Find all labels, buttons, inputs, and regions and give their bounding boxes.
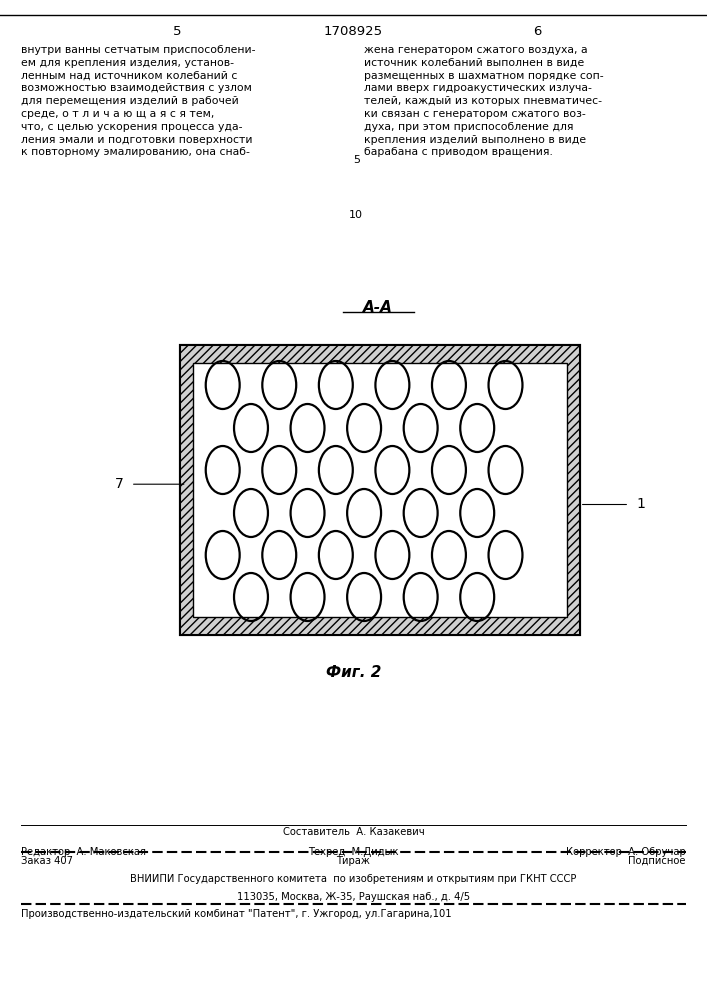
Text: Заказ 407: Заказ 407 [21,856,74,866]
Text: жена генератором сжатого воздуха, а
источник колебаний выполнен в виде
размещенн: жена генератором сжатого воздуха, а исто… [364,45,604,157]
Text: 1708925: 1708925 [324,25,383,38]
Text: 1: 1 [636,497,645,511]
Text: Производственно-издательский комбинат "Патент", г. Ужгород, ул.Гагарина,101: Производственно-издательский комбинат "П… [21,909,452,919]
Text: Корректор  А. Обручар: Корректор А. Обручар [566,847,686,857]
Text: 113035, Москва, Ж-35, Раушская наб., д. 4/5: 113035, Москва, Ж-35, Раушская наб., д. … [237,892,470,902]
Text: ВНИИПИ Государственного комитета  по изобретениям и открытиям при ГКНТ СССР: ВНИИПИ Государственного комитета по изоб… [130,874,577,884]
Text: Фиг. 2: Фиг. 2 [326,665,381,680]
Text: внутри ванны сетчатым приспособлени-
ем для крепления изделия, установ-
ленным н: внутри ванны сетчатым приспособлени- ем … [21,45,256,157]
Bar [180,345,580,635]
Bar [180,345,580,635]
Text: 7: 7 [115,477,124,491]
Text: А-А: А-А [363,300,393,315]
Text: Составитель  А. Казакевич: Составитель А. Казакевич [283,827,424,837]
Text: Тираж: Тираж [337,856,370,866]
Text: 5: 5 [173,25,181,38]
Text: Техред  М.Дидык: Техред М.Дидык [308,847,399,857]
Text: 10: 10 [349,210,363,220]
Text: 5: 5 [353,155,360,165]
Bar [193,363,567,617]
Text: Редактор  А. Маковская: Редактор А. Маковская [21,847,146,857]
Text: Подписное: Подписное [629,856,686,866]
Text: 6: 6 [533,25,542,38]
